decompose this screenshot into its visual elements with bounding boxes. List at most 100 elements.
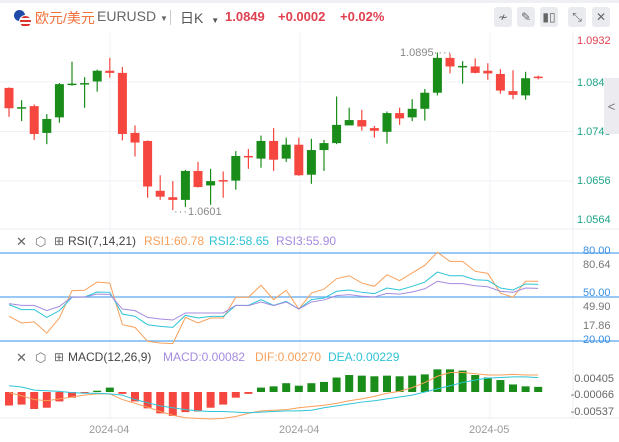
expand-icon[interactable]: ⊞ — [54, 234, 65, 248]
candle-down — [130, 132, 140, 143]
macd-axis-label: 0.00405 — [574, 373, 614, 385]
macd-bar — [5, 392, 13, 406]
macd-bar — [219, 392, 228, 405]
rsi-axis-label: 17.86 — [583, 320, 611, 332]
price-change: +0.0002 — [278, 9, 326, 24]
dea-value: DEA:0.00229 — [328, 350, 400, 364]
macd-bar — [433, 369, 442, 392]
macd-bar — [395, 376, 404, 392]
symbol-select[interactable]: EURUSD ▼ — [97, 8, 168, 24]
candle-up — [319, 143, 329, 151]
candle-up — [407, 108, 417, 118]
settings-icon[interactable]: ⬡ — [35, 350, 47, 365]
macd-bar — [269, 386, 278, 392]
macd-bar — [294, 385, 303, 392]
macd-bar — [80, 392, 89, 394]
rsi-axis-label: 80.64 — [583, 259, 611, 271]
rsi-axis-label: 80.00 — [583, 245, 611, 257]
draw-pencil-button[interactable]: ✎ — [517, 7, 535, 27]
rsi3-value: RSI3:55.90 — [276, 234, 337, 248]
candle-down — [445, 57, 455, 67]
pair-name[interactable]: 欧元/美元 — [35, 10, 95, 26]
macd-bar — [420, 374, 429, 392]
macd-bar — [534, 386, 543, 392]
candle-type-icon: ▮▯ — [542, 10, 556, 24]
candle-up — [17, 107, 27, 109]
macd-axis-label: -0.00066 — [570, 389, 614, 401]
candle-up — [256, 140, 266, 159]
candle-up — [306, 150, 316, 175]
candle-up — [382, 113, 392, 132]
rsi1-value: RSI1:60.78 — [144, 234, 205, 248]
candle-down — [105, 70, 115, 73]
macd-bar — [55, 392, 64, 402]
candle-down — [168, 197, 178, 200]
close-icon: ✕ — [595, 10, 607, 24]
macd-bar — [282, 383, 291, 392]
candle-down — [395, 113, 405, 119]
candle-type-button[interactable]: ▮▯ — [540, 7, 558, 27]
indicator-button[interactable]: ≁ — [494, 7, 512, 27]
expand-icon[interactable]: ⊞ — [54, 350, 65, 364]
draw-pencil-icon: ✎ — [520, 10, 532, 24]
macd-bar — [408, 375, 417, 392]
macd-bar — [483, 377, 492, 392]
macd-bar — [332, 377, 341, 392]
macd-bar — [446, 369, 454, 392]
macd-bar — [17, 392, 26, 405]
candle-up — [80, 83, 90, 85]
macd-bar — [181, 392, 190, 413]
symbol-label: EURUSD — [97, 8, 157, 24]
candle-down — [470, 66, 480, 73]
candle-down — [508, 91, 518, 95]
period-select[interactable]: 日K ▼ — [180, 8, 219, 28]
macd-bar — [105, 387, 114, 392]
macd-bar — [521, 386, 530, 392]
candle-down — [483, 70, 493, 74]
eu-us-flag-icon — [14, 10, 32, 28]
dea-line — [8, 376, 539, 414]
rsi-axis-label: 20.00 — [583, 334, 611, 346]
candle-down — [294, 144, 304, 176]
macd-bar — [307, 383, 316, 392]
price-axis-label: 1.0840 — [577, 77, 611, 89]
candle-up — [458, 65, 468, 68]
macd-bar — [168, 392, 177, 416]
settings-icon[interactable]: ⬡ — [35, 234, 47, 249]
close-button[interactable]: ✕ — [592, 7, 610, 27]
candle-up — [420, 92, 430, 109]
macd-bar — [320, 381, 328, 392]
price-axis-label: 1.0932 — [577, 35, 611, 47]
macd-bar — [42, 392, 51, 408]
close-icon[interactable]: ✕ — [16, 234, 27, 249]
macd-bar — [156, 392, 165, 414]
candle-up — [432, 57, 442, 93]
close-icon[interactable]: ✕ — [16, 350, 27, 365]
date-label: 2024-05 — [469, 424, 510, 436]
macd-bar — [458, 370, 467, 392]
macd-bar — [370, 376, 379, 392]
macd-bar — [471, 375, 480, 392]
candle-down — [193, 170, 203, 188]
candle-up — [281, 144, 291, 159]
candle-up — [206, 181, 216, 186]
rsi-title: RSI(7,14,21) — [68, 234, 137, 248]
macd-bar — [244, 392, 253, 394]
current-price: 1.0849 — [225, 9, 265, 24]
high-value: 1.0895 — [400, 47, 434, 59]
candle-down — [243, 155, 253, 158]
macd-value: MACD:0.00082 — [163, 350, 246, 364]
dif-value: DIF:0.00270 — [255, 350, 322, 364]
macd-bar — [231, 392, 240, 398]
macd-bar — [496, 380, 505, 392]
macd-bar — [93, 390, 102, 392]
candle-down — [533, 76, 543, 79]
candle-down — [143, 140, 153, 187]
rsi-axis-label: 50.00 — [583, 287, 611, 299]
chevron-down-icon: ▼ — [211, 16, 220, 25]
price-change-pct: +0.02% — [340, 9, 385, 24]
candle-up — [54, 84, 64, 118]
collapse-button[interactable]: ⤡ — [568, 7, 586, 27]
collapse-axis-button[interactable]: < — [604, 78, 619, 134]
